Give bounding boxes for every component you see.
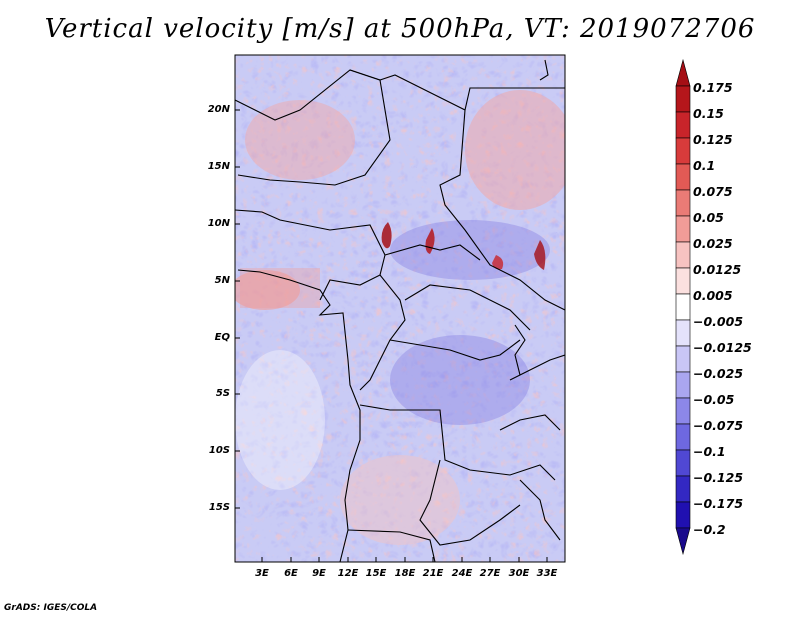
lon-label-33e: 33E <box>536 568 558 579</box>
colorbar-label: 0.15 <box>693 106 724 121</box>
lat-label-5s: 5S <box>215 388 230 399</box>
colorbar-bottom-triangle <box>675 527 691 556</box>
colorbar-swatch <box>675 423 691 451</box>
colorbar-swatch <box>675 371 691 399</box>
lat-label-15s: 15S <box>208 502 230 513</box>
lat-label-15n: 15N <box>207 161 230 172</box>
country-borders <box>235 59 565 562</box>
colorbar-top-triangle <box>675 58 691 87</box>
colorbar-swatch <box>675 111 691 139</box>
colorbar-label: −0.05 <box>693 392 735 407</box>
map-title: Vertical velocity [m/s] at 500hPa, VT: 2… <box>44 14 756 44</box>
colorbar-swatch <box>675 137 691 165</box>
lat-label-5n: 5N <box>214 275 230 286</box>
lat-label-20n: 20N <box>207 104 230 115</box>
lon-label-24e: 24E <box>451 568 473 579</box>
lon-label-12e: 12E <box>337 568 359 579</box>
lon-label-18e: 18E <box>394 568 416 579</box>
lon-label-15e: 15E <box>365 568 387 579</box>
colorbar-label: 0.05 <box>693 210 724 225</box>
colorbar-swatch <box>675 397 691 425</box>
colorbar-swatch <box>675 501 691 529</box>
colorbar-label: −0.025 <box>693 366 744 381</box>
colorbar-label: 0.075 <box>693 184 733 199</box>
colorbar-swatch <box>675 345 691 373</box>
colorbar-label: −0.1 <box>693 444 726 459</box>
colorbar-label: 0.025 <box>693 236 733 251</box>
lat-label-10n: 10N <box>207 218 230 229</box>
colorbar-label: −0.005 <box>693 314 744 329</box>
colorbar-swatch <box>675 267 691 295</box>
colorbar-label: 0.0125 <box>693 262 742 277</box>
colorbar-label: 0.175 <box>693 80 733 95</box>
colorbar-swatch <box>675 241 691 269</box>
colorbar-swatch <box>675 85 691 113</box>
colorbar-swatch <box>675 163 691 191</box>
colorbar-label: −0.0125 <box>693 340 752 355</box>
colorbar-label: −0.2 <box>693 522 726 537</box>
map-frame <box>234 54 566 563</box>
colorbar <box>675 58 691 556</box>
lon-label-3e: 3E <box>255 568 269 579</box>
axis-ticks <box>235 109 548 562</box>
lat-label-10s: 10S <box>208 445 230 456</box>
colorbar-label: −0.075 <box>693 418 744 433</box>
colorbar-swatch <box>675 449 691 477</box>
lon-label-30e: 30E <box>508 568 530 579</box>
colorbar-label: 0.1 <box>693 158 716 173</box>
grads-credit: GrADS: IGES/COLA <box>4 603 98 613</box>
colorbar-swatch <box>675 293 691 321</box>
colorbar-swatch <box>675 475 691 503</box>
lon-label-21e: 21E <box>422 568 444 579</box>
colorbar-swatch <box>675 319 691 347</box>
colorbar-label: −0.175 <box>693 496 744 511</box>
colorbar-label: −0.125 <box>693 470 744 485</box>
colorbar-swatch <box>675 189 691 217</box>
colorbar-label: 0.005 <box>693 288 733 303</box>
vertical-velocity-field <box>235 55 565 562</box>
lon-label-9e: 9E <box>312 568 326 579</box>
lat-label-eq: EQ <box>214 332 230 343</box>
colorbar-label: 0.125 <box>693 132 733 147</box>
lon-label-6e: 6E <box>284 568 298 579</box>
lon-label-27e: 27E <box>479 568 501 579</box>
colorbar-swatch <box>675 215 691 243</box>
